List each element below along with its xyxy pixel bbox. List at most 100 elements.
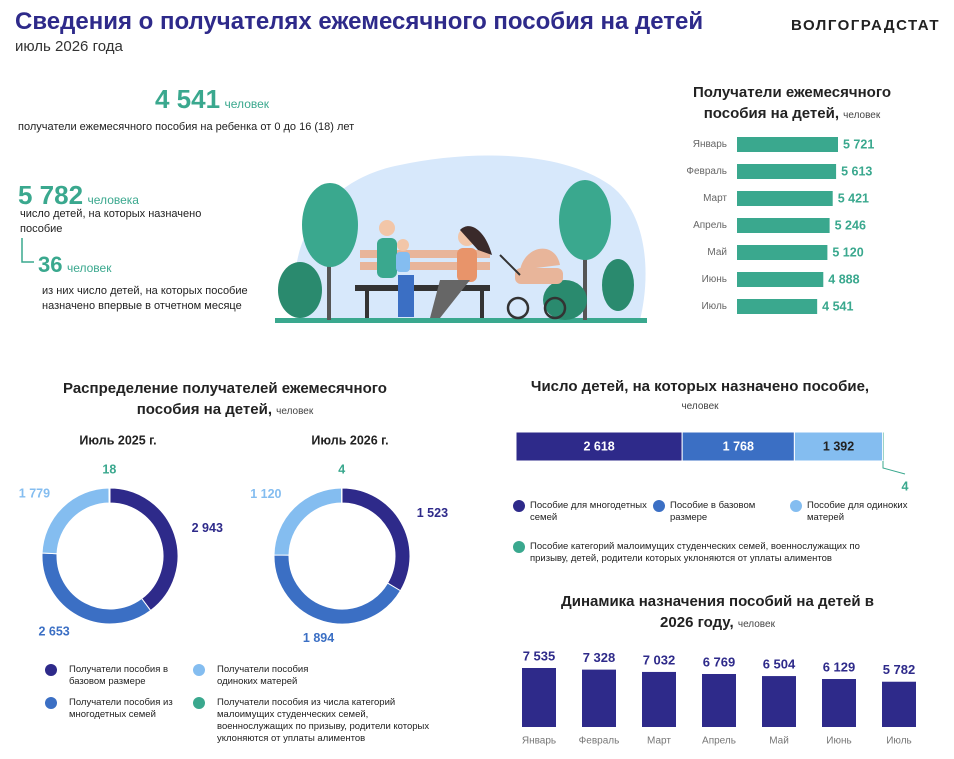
value-label: 1 768 [723,439,754,453]
bar [737,137,838,152]
title-text: Динамика назначения пособий на детей в 2… [561,593,874,631]
bar [737,272,824,287]
value-label: 7 535 [523,648,556,663]
chart-title: Получатели ежемесячного пособия на детей… [672,82,912,126]
stat-unit: человек [224,97,270,111]
y-tick-label: Февраль [686,166,727,177]
x-tick-label: Январь [522,736,556,747]
title-text: Получатели ежемесячного пособия на детей… [692,84,892,122]
legend-marker [45,697,57,709]
bar [737,218,830,233]
wheel [543,296,567,320]
bench [480,290,484,318]
value-label: 2 618 [583,439,614,453]
tree-trunk [327,240,331,320]
person [430,280,470,318]
bar [882,681,916,727]
x-tick-label: Июль [886,736,912,747]
person [379,220,395,236]
stat: 5 782 человека [18,180,139,211]
leader-line [882,461,906,475]
bush [543,280,587,320]
value-label: 4 541 [822,299,853,313]
stat: 4 541 человек [155,84,269,115]
stroller-handle [499,254,521,276]
bench [355,285,490,291]
legend-marker [653,500,665,512]
person [457,248,477,282]
value-label: 1 779 [19,487,50,501]
donut-segment [273,487,343,556]
stat-label: получатели ежемесячного пособия на ребен… [18,121,355,133]
donut-segment [41,487,110,555]
stroller [515,268,563,284]
value-label: 2 653 [38,624,69,638]
hair [460,226,492,255]
legend-label: Получатели пособия в базовом размере [69,664,169,687]
stat-label: число детей, на которых назначено пособи… [20,208,202,235]
tree [302,183,358,267]
y-tick-label: Апрель [693,220,727,231]
stat-value: 4 541 [155,84,221,114]
value-label: 6 504 [763,657,796,672]
legend-marker [45,664,57,676]
bar [642,671,676,727]
value-label: 7 032 [643,652,676,667]
donut-segment [108,487,111,504]
x-tick-label: Февраль [579,736,620,747]
value-label: 6 769 [703,654,736,669]
legend-label: Пособие в базовом размере [670,500,756,523]
title-unit: человек [737,619,775,630]
title-text: Число детей, на которых назначено пособи… [530,378,870,395]
legend-marker [513,541,525,553]
bench [360,262,490,270]
donut-subtitle: Июль 2026 г. [311,433,388,447]
value-label: 5 613 [841,164,872,178]
value-label: 1 120 [250,487,281,501]
value-label: 7 328 [583,650,616,665]
legend-label: Получатели пособия одиноких матерей [217,664,309,687]
bar [737,164,837,179]
child [397,239,409,251]
child [396,252,410,272]
legend-label: Получатели пособия из многодетных семей [69,697,173,720]
donut-segment [41,552,152,625]
stat-unit: человек [66,261,112,275]
donut-segment [341,487,411,592]
stat-value: 5 782 [18,180,84,210]
value-label: 5 120 [832,245,863,259]
x-tick-label: Июнь [826,736,851,747]
legend-marker [193,697,205,709]
legend-marker [193,664,205,676]
value-label: 1 392 [823,439,854,453]
brand: ВОЛГОГРАДСТАТ [791,17,940,34]
page-subtitle: июль 2026 года [15,38,123,55]
tree-trunk [583,230,587,320]
person [377,238,397,278]
legend-label: Пособие для одиноких матерей [807,500,908,523]
page-title: Сведения о получателях ежемесячного посо… [15,8,704,35]
title-unit: человек [681,401,719,412]
bar [582,669,616,727]
bar [737,191,833,206]
y-tick-label: Июль [701,301,727,312]
chart-title: Распределение получателей ежемесячного п… [30,378,420,422]
chart-title: Динамика назначения пособий на детей в 2… [545,591,890,635]
y-tick-label: Май [707,247,727,258]
person [398,275,414,317]
legend-label: Получатели пособия из числа категорий ма… [217,697,430,744]
stat-unit: человека [87,193,139,207]
stat: 36 человек [38,252,111,278]
title-text: Распределение получателей ежемесячного п… [63,380,387,418]
bench [360,250,490,258]
bench [365,290,369,318]
donut-segment [273,554,402,625]
title-unit: человек [843,110,881,121]
tree [602,259,634,311]
stat-label: из них число детей, на которых пособие н… [42,285,248,312]
y-tick-label: Январь [693,139,727,150]
value-label: 1 523 [417,506,448,520]
y-tick-label: Июнь [702,274,727,285]
